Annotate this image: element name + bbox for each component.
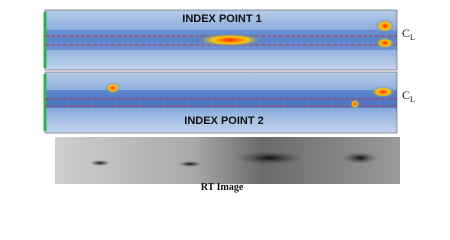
page: INDEX POINT 1 CL INDEX POINT 2 CL RT Ima… [43, 9, 415, 193]
panel-title: INDEX POINT 1 [182, 13, 261, 25]
label-part: C [402, 88, 410, 102]
scan-panel [43, 71, 398, 134]
panel-title: INDEX POINT 2 [184, 115, 263, 127]
rt-caption: RT Image [201, 182, 244, 193]
rt-image [55, 137, 400, 184]
centerline-label: CL [402, 26, 415, 42]
label-part: C [402, 26, 410, 40]
label-part: L [410, 33, 415, 42]
centerline-label: CL [402, 88, 415, 104]
scan-panel [43, 9, 398, 71]
label-part: L [410, 95, 415, 104]
